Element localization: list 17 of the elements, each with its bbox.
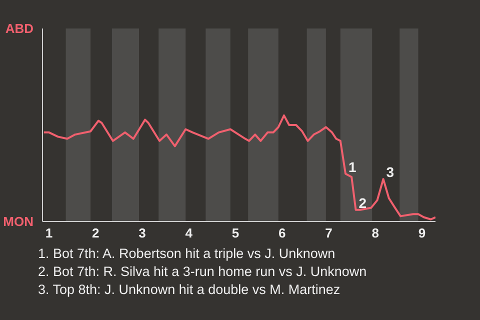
annotation: 2 [358,194,367,211]
text: MON [3,214,34,229]
text: 2. Bot 7th: R. Silva hit a 3-run home run vs J. Unknown [38,264,367,279]
text: 1. Bot 7th: A. Robertson hit a triple vs J. Unknown [38,246,336,261]
x-tick-label: 1 [45,226,53,240]
annotation: 3 [386,164,394,180]
x-tick-label: 9 [418,226,426,240]
annotation: 1 [348,158,357,175]
x-tick-label: 5 [232,226,240,240]
x-tick-label: 8 [372,226,379,240]
x-tick-label: 6 [278,226,286,240]
x-tick-label: 4 [185,226,194,240]
text: ABD [5,21,34,36]
x-tick-label: 7 [325,226,332,240]
text: 3. Top 8th: J. Unknown hit a double vs M. Martinez [38,282,340,297]
x-tick-label: 3 [138,226,146,240]
x-tick-label: 2 [92,226,100,240]
